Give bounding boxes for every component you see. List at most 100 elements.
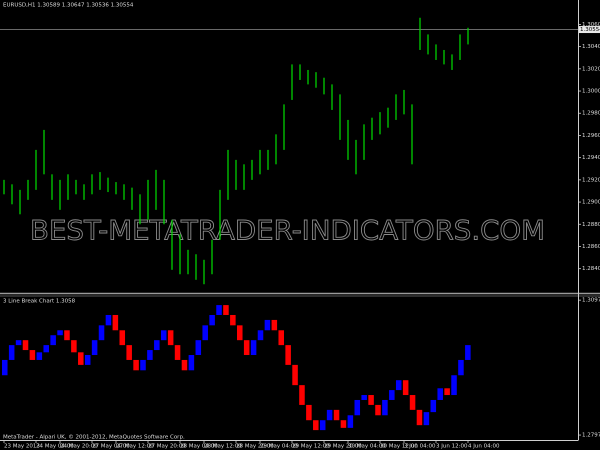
line-break-brick bbox=[375, 404, 381, 416]
x-tick-label: 3 Jun 12:00 bbox=[436, 444, 468, 450]
line-break-brick bbox=[382, 399, 388, 416]
line-break-brick bbox=[465, 345, 471, 360]
line-break-brick bbox=[451, 375, 457, 396]
line-break-brick bbox=[368, 395, 374, 405]
line-break-brick bbox=[43, 345, 49, 353]
x-tick-label: 29 May 12:00 bbox=[292, 444, 330, 450]
x-tick-label: 24 May 04:00 bbox=[36, 444, 74, 450]
x-tick-label: 28 May 04:00 bbox=[180, 444, 218, 450]
watermark: BEST-METATRADER-INDICATORS.COM bbox=[30, 216, 545, 247]
x-tick-label: 27 May 12:00 bbox=[116, 444, 154, 450]
line-break-brick bbox=[126, 345, 132, 360]
line-break-brick bbox=[458, 359, 464, 376]
x-tick-label: 29 May 20:00 bbox=[324, 444, 362, 450]
x-tick-label: 29 May 04:00 bbox=[260, 444, 298, 450]
y-tick-label: 1.2900 bbox=[582, 200, 600, 206]
line-break-brick bbox=[444, 388, 450, 396]
line-break-brick bbox=[91, 340, 98, 356]
line-break-brick bbox=[326, 409, 333, 421]
line-break-brick bbox=[188, 355, 195, 371]
line-break-brick bbox=[340, 420, 347, 428]
line-break-brick bbox=[160, 330, 167, 341]
y-tick-label: 1.3020 bbox=[582, 66, 600, 72]
line-break-brick bbox=[389, 390, 395, 400]
x-tick-label: 24 May 20:00 bbox=[60, 444, 98, 450]
line-break-brick bbox=[333, 409, 340, 421]
line-break-brick bbox=[223, 305, 229, 315]
y-tick-label: 1.2980 bbox=[582, 111, 600, 117]
line-break-brick bbox=[133, 359, 139, 371]
line-break-brick bbox=[50, 335, 56, 346]
line-break-brick bbox=[437, 388, 443, 400]
x-tick-label: 27 May 20:00 bbox=[148, 444, 186, 450]
line-break-brick bbox=[105, 314, 112, 326]
line-break-brick bbox=[147, 350, 153, 360]
line-break-brick bbox=[2, 359, 8, 376]
line-break-brick bbox=[271, 319, 278, 331]
line-break-brick bbox=[181, 359, 188, 371]
x-tick-label: 3 Jun 04:00 bbox=[404, 444, 436, 450]
line-break-brick bbox=[237, 325, 243, 341]
line-break-brick bbox=[416, 409, 423, 426]
line-break-brick bbox=[202, 325, 208, 341]
line-break-brick bbox=[430, 399, 437, 413]
line-break-brick bbox=[313, 420, 319, 431]
line-break-brick bbox=[84, 355, 91, 365]
line-break-brick bbox=[243, 340, 250, 356]
line-break-brick bbox=[36, 352, 43, 360]
y-tick-label: 1.3000 bbox=[582, 89, 600, 95]
line-break-brick bbox=[292, 364, 298, 386]
line-break-brick bbox=[347, 415, 354, 428]
line-break-brick bbox=[174, 345, 181, 360]
y-tick-label: 1.2860 bbox=[582, 244, 600, 250]
line-break-brick bbox=[285, 345, 291, 365]
line-break-brick bbox=[154, 340, 160, 351]
line-break-brick bbox=[57, 330, 63, 336]
line-break-brick bbox=[119, 330, 126, 346]
line-break-brick bbox=[98, 325, 105, 341]
y-tick-label: 1.2840 bbox=[582, 266, 600, 272]
x-tick-label: 23 May 2013 bbox=[4, 444, 40, 450]
line-break-brick bbox=[140, 359, 146, 371]
last-price-box bbox=[579, 26, 600, 34]
x-tick-label: 30 May 12:00 bbox=[380, 444, 418, 450]
y-tick-label: 1.2960 bbox=[582, 133, 600, 139]
x-tick-label: 27 May 04:00 bbox=[92, 444, 130, 450]
line-break-brick bbox=[167, 330, 174, 346]
line-break-brick bbox=[216, 305, 222, 315]
copyright: MetaTrader - Alpari UK, © 2001-2012, Met… bbox=[3, 434, 185, 441]
line-break-brick bbox=[8, 345, 15, 360]
indicator-title: 3 Line Break Chart 1.3058 bbox=[3, 299, 76, 305]
y-tick-label: 1.3060 bbox=[582, 22, 600, 28]
line-break-brick bbox=[230, 314, 236, 326]
line-break-brick bbox=[112, 314, 119, 331]
line-break-brick bbox=[15, 340, 22, 346]
line-break-brick bbox=[402, 380, 409, 396]
y-tick-label: 1.2940 bbox=[582, 155, 600, 161]
line-break-brick bbox=[354, 399, 361, 416]
x-tick-label: 28 May 12:00 bbox=[204, 444, 242, 450]
symbol-info: EURUSD,H1 1.30589 1.30647 1.30536 1.3055… bbox=[3, 3, 134, 9]
line-break-brick bbox=[195, 340, 202, 356]
x-tick-label: 4 Jun 04:00 bbox=[468, 444, 500, 450]
line-break-brick bbox=[423, 412, 430, 426]
line-break-brick bbox=[71, 340, 77, 353]
line-break-brick bbox=[409, 395, 416, 410]
y-tick-label: 1.2880 bbox=[582, 222, 600, 228]
line-break-brick bbox=[319, 420, 326, 431]
y-tick-label: 1.2920 bbox=[582, 177, 600, 183]
last-price-label: 1.30554 bbox=[580, 27, 600, 33]
line-break-brick bbox=[361, 395, 367, 400]
line-break-brick bbox=[264, 319, 271, 331]
x-tick-label: 30 May 04:00 bbox=[348, 444, 386, 450]
line-break-brick bbox=[250, 340, 257, 356]
line-break-brick bbox=[299, 385, 305, 405]
line-break-brick bbox=[64, 330, 70, 341]
line-break-brick bbox=[257, 330, 264, 341]
x-tick-label: 28 May 20:00 bbox=[236, 444, 274, 450]
line-break-brick bbox=[29, 350, 36, 360]
line-break-brick bbox=[22, 340, 29, 351]
y-tick-label: 1.2797 bbox=[582, 433, 600, 439]
line-break-brick bbox=[395, 380, 402, 391]
